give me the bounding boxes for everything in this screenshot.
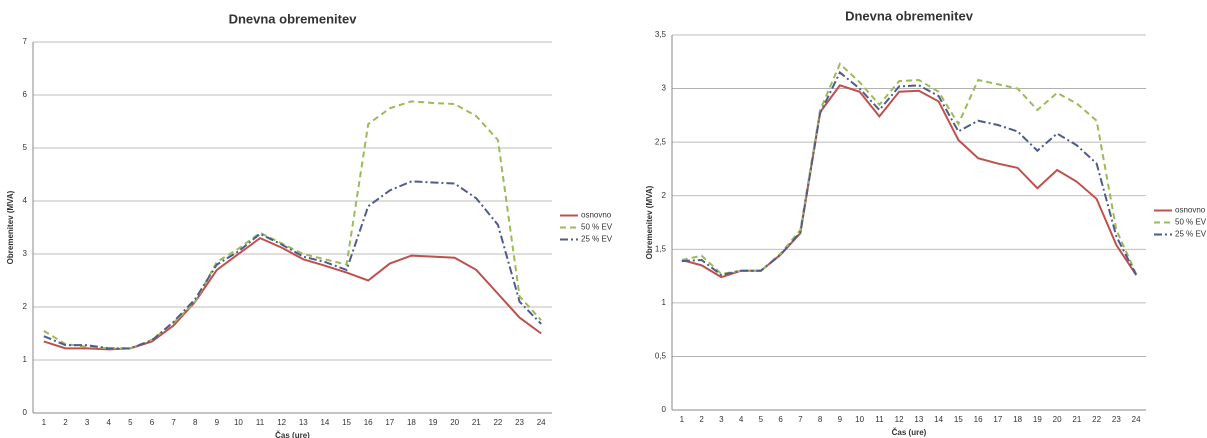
chart-title: Dnevna obremenitev — [845, 8, 974, 23]
y-tick-label: 2 — [23, 302, 28, 311]
x-tick-label: 13 — [299, 418, 308, 427]
x-tick-label: 9 — [838, 415, 843, 424]
x-tick-label: 19 — [1033, 415, 1042, 424]
series-line — [681, 62, 1138, 275]
y-axis-title: Obremenitev (MVA) — [6, 190, 15, 264]
x-tick-label: 23 — [515, 418, 524, 427]
x-tick-label: 17 — [385, 418, 394, 427]
x-tick-label: 8 — [818, 415, 823, 424]
x-tick-label: 9 — [215, 418, 220, 427]
x-tick-label: 10 — [855, 415, 864, 424]
x-axis-title: Čas (ure) — [892, 428, 927, 437]
x-axis-title: Čas (ure) — [275, 431, 310, 438]
x-tick-label: 2 — [63, 418, 68, 427]
y-tick-label: 0 — [662, 405, 667, 414]
x-tick-label: 20 — [450, 418, 459, 427]
x-tick-label: 24 — [1132, 415, 1141, 424]
chart-title: Dnevna obremenitev — [229, 11, 358, 26]
y-tick-label: 2,5 — [655, 137, 667, 146]
x-tick-label: 18 — [407, 418, 416, 427]
x-tick-label: 12 — [895, 415, 904, 424]
x-tick-label: 23 — [1112, 415, 1121, 424]
x-tick-label: 7 — [171, 418, 176, 427]
y-tick-label: 0 — [23, 408, 28, 417]
x-tick-label: 14 — [934, 415, 943, 424]
series-line — [681, 84, 1137, 279]
x-tick-label: 11 — [256, 418, 265, 427]
x-tick-label: 4 — [739, 415, 744, 424]
legend-label: 50 % EV — [581, 223, 613, 232]
y-tick-label: 5 — [23, 143, 28, 152]
x-tick-label: 13 — [914, 415, 923, 424]
x-tick-label: 1 — [680, 415, 685, 424]
x-tick-label: 21 — [472, 418, 481, 427]
legend-label: osnovno — [581, 211, 612, 220]
x-tick-label: 5 — [128, 418, 133, 427]
series-line — [681, 70, 1138, 277]
y-tick-label: 7 — [23, 37, 28, 46]
x-tick-label: 17 — [993, 415, 1002, 424]
x-tick-label: 10 — [234, 418, 243, 427]
y-tick-label: 3 — [662, 84, 667, 93]
x-tick-label: 11 — [875, 415, 884, 424]
x-tick-label: 5 — [759, 415, 764, 424]
x-tick-label: 21 — [1072, 415, 1081, 424]
y-axis-title: Obremenitev (MVA) — [645, 185, 654, 259]
x-tick-label: 4 — [106, 418, 111, 427]
legend-label: 25 % EV — [1175, 230, 1207, 239]
x-tick-label: 12 — [277, 418, 286, 427]
y-tick-label: 4 — [23, 196, 28, 205]
x-tick-label: 16 — [364, 418, 373, 427]
y-tick-label: 3 — [23, 249, 28, 258]
y-tick-label: 0,5 — [655, 352, 667, 361]
x-tick-label: 24 — [537, 418, 546, 427]
x-tick-label: 22 — [493, 418, 502, 427]
y-tick-label: 3,5 — [655, 30, 667, 39]
x-tick-label: 20 — [1053, 415, 1062, 424]
legend-label: 25 % EV — [581, 235, 613, 244]
legend-label: osnovno — [1175, 206, 1206, 215]
x-tick-label: 3 — [85, 418, 90, 427]
x-tick-label: 14 — [320, 418, 329, 427]
x-tick-label: 3 — [719, 415, 724, 424]
x-tick-label: 18 — [1013, 415, 1022, 424]
x-tick-label: 1 — [42, 418, 47, 427]
y-tick-label: 1,5 — [655, 244, 667, 253]
x-tick-label: 2 — [699, 415, 704, 424]
y-tick-label: 1 — [662, 298, 667, 307]
series-line — [43, 180, 542, 350]
y-tick-label: 1 — [23, 355, 28, 364]
x-tick-label: 15 — [954, 415, 963, 424]
y-tick-label: 2 — [662, 191, 667, 200]
x-tick-label: 6 — [150, 418, 155, 427]
x-tick-label: 15 — [342, 418, 351, 427]
x-tick-label: 7 — [798, 415, 803, 424]
x-tick-label: 8 — [193, 418, 198, 427]
x-tick-label: 6 — [778, 415, 783, 424]
x-tick-label: 19 — [429, 418, 438, 427]
x-tick-label: 22 — [1092, 415, 1101, 424]
series-line — [43, 100, 542, 350]
y-tick-label: 6 — [23, 90, 28, 99]
legend-label: 50 % EV — [1175, 218, 1207, 227]
x-tick-label: 16 — [974, 415, 983, 424]
series-line — [43, 236, 542, 351]
